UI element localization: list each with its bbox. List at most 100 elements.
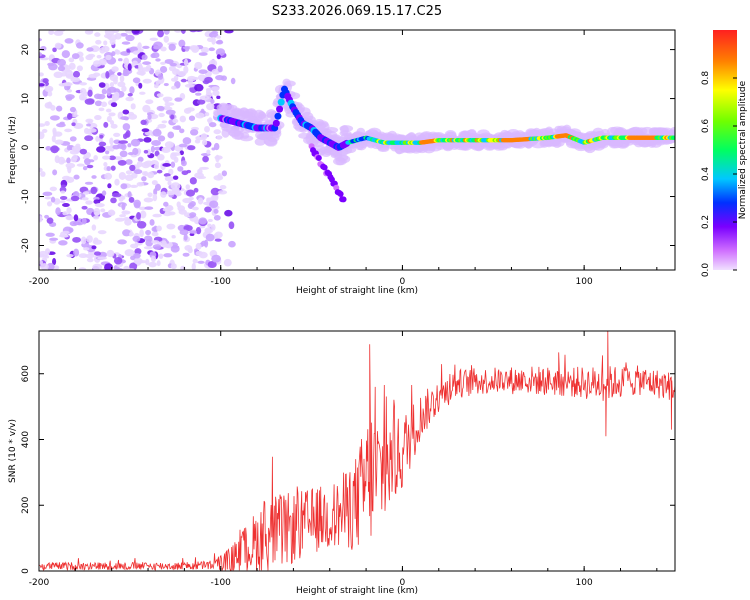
spectrogram-noise-blob xyxy=(206,103,215,111)
spectrogram-noise-blob xyxy=(109,82,115,88)
spectrogram-noise-blob xyxy=(118,172,126,180)
spectrogram-noise-blob xyxy=(69,149,80,155)
spectrogram-noise-blob xyxy=(156,225,162,232)
spectrogram-noise-blob xyxy=(84,158,91,166)
spectrogram-noise-blob xyxy=(86,164,94,169)
spectrogram-noise-blob xyxy=(179,115,187,123)
spectrogram-noise-blob xyxy=(129,86,135,94)
spectrogram-noise-blob xyxy=(50,145,59,154)
spectrogram-noise-blob xyxy=(194,83,204,92)
spectrogram-noise-blob xyxy=(183,233,188,241)
spectrogram-x-tick-label: -100 xyxy=(210,277,231,287)
spectrogram-noise-blob xyxy=(197,260,205,264)
spectrogram-noise-blob xyxy=(179,229,189,236)
spectrogram-noise-blob xyxy=(129,262,138,270)
spectrogram-noise-blob xyxy=(153,84,159,89)
spectrogram-noise-blob xyxy=(39,167,43,173)
spectrogram-noise-blob xyxy=(52,127,57,135)
spectrogram-noise-blob xyxy=(188,115,196,121)
spectrogram-noise-blob xyxy=(84,135,94,142)
spectrogram-noise-blob xyxy=(122,229,131,237)
spectrogram-noise-blob xyxy=(124,218,132,226)
spectrogram-y-tick-label: 10 xyxy=(21,93,31,105)
snr-y-tick-label: 0 xyxy=(21,568,31,574)
spectrogram-noise-blob xyxy=(110,197,117,204)
spectrogram-noise-blob xyxy=(73,70,81,78)
spectrogram-noise-blob xyxy=(42,191,53,197)
spectrogram-noise-blob xyxy=(187,145,196,151)
snr-x-tick-label: 100 xyxy=(576,578,593,588)
spectrogram-noise-blob xyxy=(69,136,77,142)
spectrogram-noise-blob xyxy=(156,105,165,111)
spectrogram-noise-blob xyxy=(113,256,123,265)
spectrogram-noise-blob xyxy=(202,155,209,163)
spectrogram-noise-blob xyxy=(175,125,181,130)
spectrogram-noise-blob xyxy=(151,231,159,237)
spectrogram-noise-blob xyxy=(105,70,110,79)
spectrogram-noise-blob xyxy=(144,206,154,210)
spectrogram-noise-blob xyxy=(84,30,94,35)
spectrogram-noise-blob xyxy=(163,30,170,35)
spectrogram-noise-blob xyxy=(141,54,148,61)
spectrogram-noise-blob xyxy=(142,78,152,84)
spectrogram-noise-blob xyxy=(88,73,98,79)
spectrogram-noise-blob xyxy=(121,41,131,45)
spectrogram-noise-blob xyxy=(54,139,64,145)
spectrogram-noise-blob xyxy=(169,62,177,67)
spectrogram-noise-blob xyxy=(124,249,135,257)
spectrogram-noise-blob xyxy=(49,186,57,192)
spectrogram-noise-blob xyxy=(121,85,127,92)
spectrogram-noise-blob xyxy=(121,210,131,215)
spectrogram-noise-blob xyxy=(91,224,97,231)
spectrogram-noise-blob xyxy=(162,207,173,212)
spectrogram-noise-blob xyxy=(221,75,227,81)
spectrogram-noise-blob xyxy=(59,121,65,125)
spectrogram-noise-blob xyxy=(204,206,212,213)
spectrogram-noise-blob xyxy=(111,51,116,57)
spectrogram-noise-blob xyxy=(177,166,184,172)
spectrogram-noise-blob xyxy=(132,60,138,66)
spectrogram-noise-blob xyxy=(110,123,118,129)
spectrogram-noise-blob xyxy=(98,107,105,112)
spectrogram-halo-blob xyxy=(339,125,354,132)
spectrogram-noise-blob xyxy=(133,202,141,209)
spectrogram-noise-blob xyxy=(189,177,197,185)
spectrogram-noise-blob xyxy=(149,37,159,41)
spectrogram-noise-blob xyxy=(97,256,108,260)
spectrogram-noise-blob xyxy=(99,134,104,139)
spectrogram-noise-blob xyxy=(81,205,88,210)
spectrogram-noise-blob xyxy=(132,77,141,84)
spectrogram-noise-blob xyxy=(142,104,151,113)
spectrogram-noise-blob xyxy=(136,212,141,220)
spectrogram-noise-blob xyxy=(106,33,112,40)
spectrogram-noise-blob xyxy=(143,171,149,177)
spectrogram-noise-blob xyxy=(123,265,130,270)
spectrogram-noise-blob xyxy=(79,56,84,62)
spectrogram-noise-blob xyxy=(125,159,133,165)
spectrogram-noise-blob xyxy=(125,129,131,138)
spectrogram-noise-blob xyxy=(106,249,115,258)
spectrogram-noise-blob xyxy=(137,156,144,163)
spectrogram-noise-blob xyxy=(84,98,95,105)
spectrogram-noise-blob xyxy=(109,137,114,145)
spectrogram-noise-blob xyxy=(91,245,97,250)
spectrogram-noise-blob xyxy=(152,244,162,250)
spectrogram-branch-blob xyxy=(315,155,322,162)
spectrogram-noise-blob xyxy=(171,85,177,90)
spectrogram-noise-blob xyxy=(41,128,48,133)
spectrogram-noise-blob xyxy=(164,59,174,65)
spectrogram-noise-blob xyxy=(160,46,167,52)
spectrogram-noise-blob xyxy=(119,214,127,218)
spectrogram-frame xyxy=(38,29,676,271)
spectrogram-noise-blob xyxy=(196,99,206,105)
spectrogram-noise-blob xyxy=(139,229,144,238)
spectrogram-noise-blob xyxy=(47,91,53,97)
spectrogram-noise-blob xyxy=(221,170,228,177)
spectrogram-noise-blob xyxy=(62,203,70,208)
spectrogram-noise-blob xyxy=(85,118,94,123)
colorbar-label: Normalized spectral amplitude xyxy=(738,80,748,219)
spectrogram-noise-blob xyxy=(49,237,59,241)
spectrogram-noise-blob xyxy=(191,206,199,211)
spectrogram-noise-blob xyxy=(216,39,223,44)
